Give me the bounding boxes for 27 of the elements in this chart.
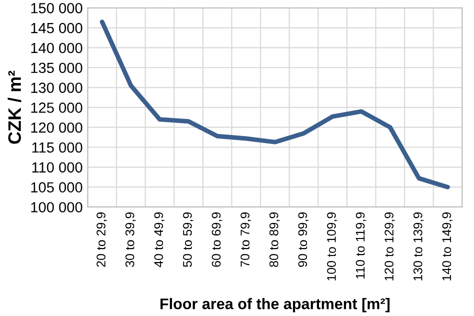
line-series: [100, 20, 450, 190]
x-tick-label: 110 to 119,9: [356, 212, 366, 279]
y-axis-title: CZK / m²: [8, 70, 22, 144]
x-tick-label: 90 to 99,9: [298, 212, 309, 267]
y-tick-label: 145 000: [31, 22, 82, 34]
x-tick-label: 60 to 69,9: [212, 212, 222, 267]
x-tick-label: 40 to 49,9: [154, 212, 165, 268]
x-axis-title: Floor area of the apartment [m²]: [160, 298, 390, 312]
x-tick-label: 130 to 139,9: [413, 212, 424, 280]
x-tick-label: 140 to 149,9: [442, 212, 453, 280]
y-tick-label: 150 000: [31, 3, 82, 14]
x-tick-label: 120 to 129,9: [384, 212, 395, 280]
y-tick-label: 135 000: [31, 62, 82, 74]
x-tick-label: 20 to 29,9: [96, 212, 107, 267]
y-tick-label: 125 000: [31, 102, 82, 113]
y-tick-label: 105 000: [31, 182, 82, 192]
x-tick-label: 30 to 39,9: [125, 212, 136, 267]
y-tick-label: 100 000: [31, 202, 82, 212]
y-tick-label: 120 000: [31, 122, 82, 133]
x-tick-label: 50 to 59,9: [183, 212, 194, 267]
y-tick-label: 115 000: [32, 142, 82, 153]
y-tick-label: 110 000: [32, 162, 82, 173]
y-tick-label: 130 000: [31, 82, 82, 93]
y-tick-label: 140 000: [31, 42, 82, 54]
x-tick-label: 70 to 79,9: [240, 212, 251, 267]
x-tick-label: 80 to 89,9: [269, 212, 280, 267]
x-tick-label: 100 to 109,9: [327, 212, 338, 280]
